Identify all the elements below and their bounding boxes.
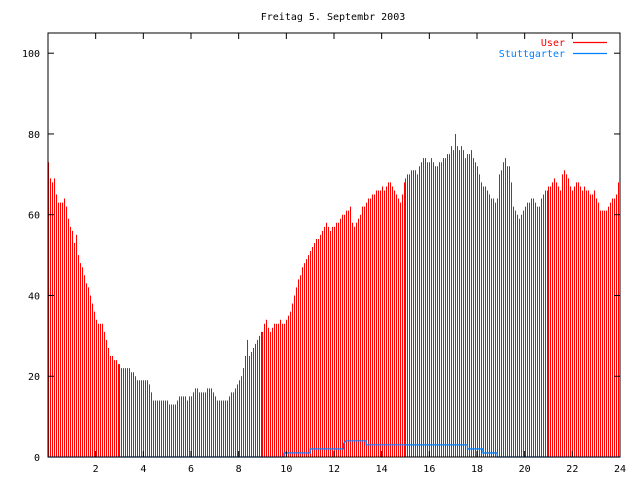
legend-label-user: User xyxy=(541,38,565,49)
y-axis: 0 20 40 60 80 100 xyxy=(22,49,620,464)
stuttgarter-line xyxy=(48,440,620,458)
x-tick-label: 6 xyxy=(188,464,194,475)
legend: User Stuttgarter xyxy=(499,38,607,60)
x-tick-label: 10 xyxy=(280,464,292,475)
y-tick-label: 80 xyxy=(28,130,40,141)
chart-title: Freitag 5. Septembr 2003 xyxy=(261,12,406,23)
y-tick-label: 100 xyxy=(22,49,40,60)
x-tick-label: 12 xyxy=(328,464,340,475)
y-tick-label: 20 xyxy=(28,372,40,383)
user-bars xyxy=(48,133,619,457)
y-tick-label: 40 xyxy=(28,291,40,302)
x-tick-label: 22 xyxy=(566,464,578,475)
x-tick-label: 8 xyxy=(236,464,242,475)
x-tick-label: 4 xyxy=(140,464,146,475)
x-tick-label: 16 xyxy=(423,464,435,475)
x-tick-label: 18 xyxy=(471,464,483,475)
x-axis: 2 4 6 8 10 12 14 16 18 20 22 24 xyxy=(93,33,626,475)
x-tick-label: 20 xyxy=(519,464,531,475)
x-tick-label: 14 xyxy=(376,464,388,475)
y-tick-label: 60 xyxy=(28,211,40,222)
x-tick-label: 2 xyxy=(93,464,99,475)
legend-label-stuttgarter: Stuttgarter xyxy=(499,49,565,60)
y-tick-label: 0 xyxy=(34,453,40,464)
x-tick-label: 24 xyxy=(614,464,626,475)
